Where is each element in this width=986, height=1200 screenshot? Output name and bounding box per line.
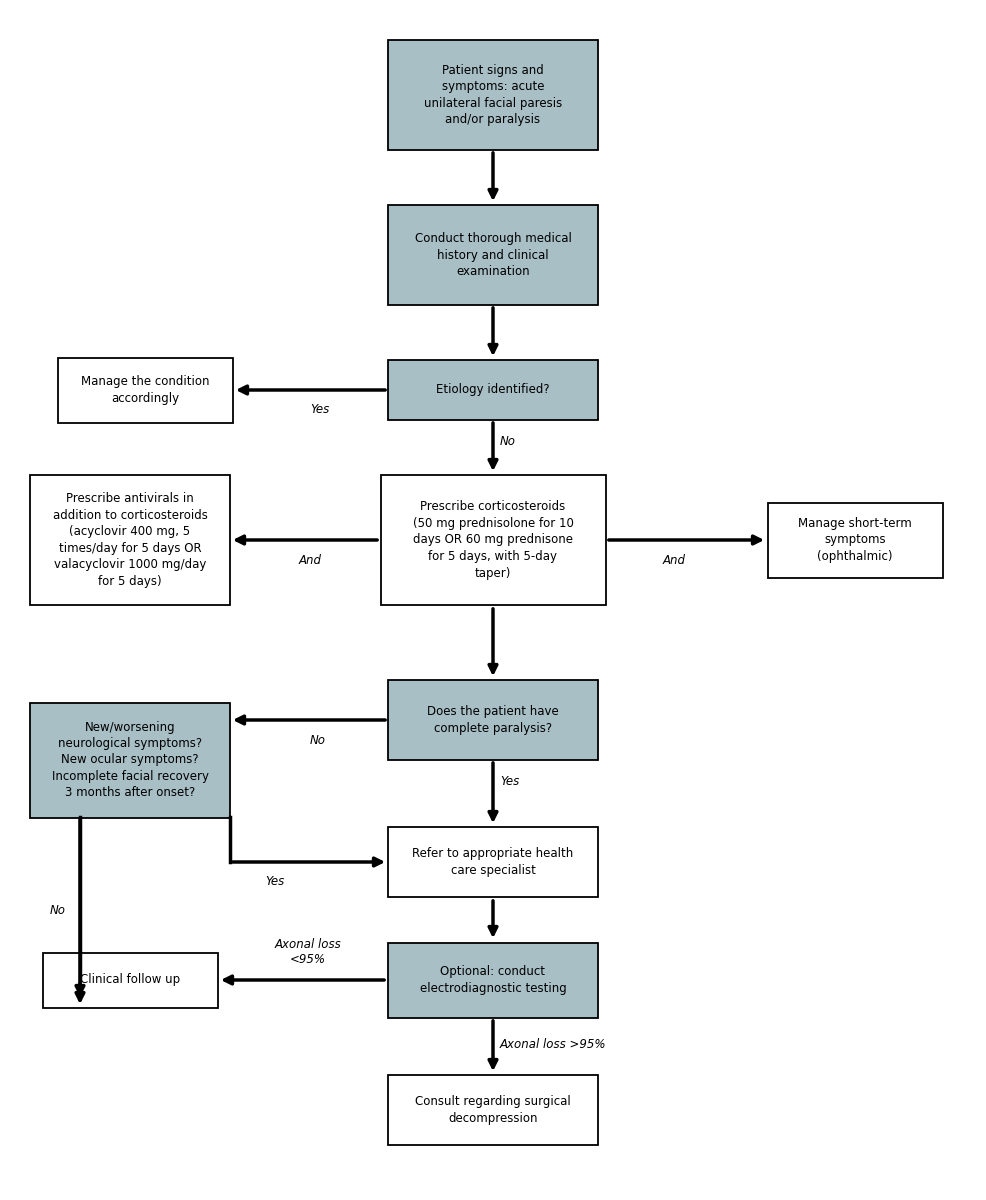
FancyBboxPatch shape <box>388 827 598 898</box>
Text: Axonal loss
<95%: Axonal loss <95% <box>275 938 341 966</box>
Text: And: And <box>663 554 685 566</box>
FancyBboxPatch shape <box>767 503 943 577</box>
FancyBboxPatch shape <box>388 205 598 305</box>
Text: Yes: Yes <box>500 775 520 788</box>
Text: Refer to appropriate health
care specialist: Refer to appropriate health care special… <box>412 847 574 877</box>
Text: Does the patient have
complete paralysis?: Does the patient have complete paralysis… <box>427 706 559 734</box>
Text: Manage short-term
symptoms
(ophthalmic): Manage short-term symptoms (ophthalmic) <box>798 517 912 563</box>
Text: Manage the condition
accordingly: Manage the condition accordingly <box>81 376 209 404</box>
FancyBboxPatch shape <box>57 358 233 422</box>
FancyBboxPatch shape <box>388 680 598 760</box>
FancyBboxPatch shape <box>388 40 598 150</box>
Text: Yes: Yes <box>265 875 285 888</box>
Text: Yes: Yes <box>311 403 329 416</box>
Text: Etiology identified?: Etiology identified? <box>436 384 550 396</box>
FancyBboxPatch shape <box>388 942 598 1018</box>
Text: New/worsening
neurological symptoms?
New ocular symptoms?
Incomplete facial reco: New/worsening neurological symptoms? New… <box>51 720 208 799</box>
Text: Clinical follow up: Clinical follow up <box>80 973 180 986</box>
Text: And: And <box>299 554 321 566</box>
Text: Prescribe corticosteroids
(50 mg prednisolone for 10
days OR 60 mg prednisone
fo: Prescribe corticosteroids (50 mg prednis… <box>412 500 574 580</box>
Text: Axonal loss >95%: Axonal loss >95% <box>500 1038 606 1051</box>
FancyBboxPatch shape <box>42 953 218 1008</box>
FancyBboxPatch shape <box>388 1075 598 1145</box>
FancyBboxPatch shape <box>30 702 230 817</box>
Text: No: No <box>500 434 516 448</box>
Text: Conduct thorough medical
history and clinical
examination: Conduct thorough medical history and cli… <box>414 232 572 278</box>
FancyBboxPatch shape <box>388 360 598 420</box>
FancyBboxPatch shape <box>30 475 230 605</box>
FancyBboxPatch shape <box>381 475 605 605</box>
Text: No: No <box>50 904 66 917</box>
Text: Optional: conduct
electrodiagnostic testing: Optional: conduct electrodiagnostic test… <box>420 965 566 995</box>
Text: Patient signs and
symptoms: acute
unilateral facial paresis
and/or paralysis: Patient signs and symptoms: acute unilat… <box>424 64 562 126</box>
Text: Prescribe antivirals in
addition to corticosteroids
(acyclovir 400 mg, 5
times/d: Prescribe antivirals in addition to cort… <box>52 492 207 588</box>
Text: No: No <box>310 734 326 746</box>
Text: Consult regarding surgical
decompression: Consult regarding surgical decompression <box>415 1096 571 1124</box>
